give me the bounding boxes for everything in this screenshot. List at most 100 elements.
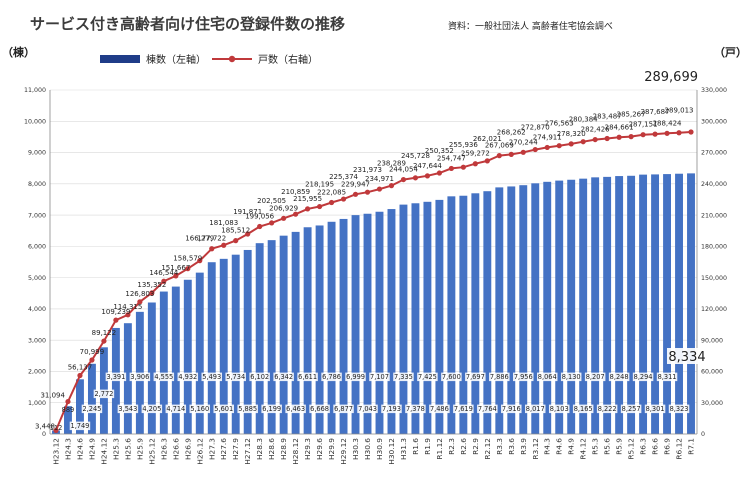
line-value-label: 56,137 (68, 363, 93, 371)
bar-label-bg (560, 372, 582, 382)
x-tick-label: H28.3 (255, 438, 264, 460)
right-axis-tick-label: 60,000 (701, 369, 723, 376)
bar-value-label: 6,102 (250, 373, 269, 381)
bar (159, 291, 168, 434)
line-point (233, 238, 239, 244)
line-value-label: 278,320 (557, 130, 586, 138)
bar-label-bg (213, 404, 234, 414)
x-tick-label: R4.12 (579, 438, 588, 460)
bar-label-bg (536, 372, 558, 382)
line-point (257, 223, 263, 230)
bar-label-bg (309, 404, 330, 414)
line-value-label: 280,384 (569, 116, 598, 124)
line-point (316, 203, 323, 210)
bar-label-bg (177, 372, 199, 382)
bar (75, 379, 84, 434)
line-point (65, 398, 71, 405)
x-tick-label: R3.9 (519, 438, 528, 455)
bar-label-bg (453, 404, 474, 414)
right-axis-tick-label: 0 (701, 431, 705, 438)
x-tick-label: R6.9 (663, 438, 672, 455)
bar (219, 258, 228, 434)
bar (231, 254, 240, 434)
left-axis-tick-label: 6,000 (28, 244, 46, 251)
bar-label-bg (393, 372, 414, 382)
bar-label-bg (201, 372, 222, 382)
bar-label-bg (525, 404, 546, 414)
bar-value-label: 8,207 (586, 373, 605, 381)
line-value-label: 210,859 (281, 188, 310, 196)
bar-value-label: 5,160 (190, 405, 209, 413)
line-point (245, 231, 251, 237)
bar-last-value-label: 8,334 (668, 350, 705, 365)
bar (531, 183, 540, 434)
left-axis-tick-label: 0 (42, 431, 46, 438)
left-axis-tick-label: 7,000 (28, 212, 46, 219)
bar (387, 209, 396, 434)
line-value-label: 283,487 (593, 112, 622, 120)
x-tick-label: R3.12 (531, 438, 540, 460)
bar-label-bg (333, 404, 354, 414)
bar (543, 181, 552, 434)
line-value-label: 31,094 (40, 392, 65, 400)
line-point (376, 186, 383, 192)
line-value-label: 244,054 (389, 166, 418, 174)
line-point (197, 258, 203, 264)
last-value-highlights: 8,334 289,699 (644, 70, 705, 365)
bar-label-bg (129, 372, 151, 382)
bar-value-label: 7,600 (442, 373, 461, 381)
right-axis-tick-label: 300,000 (701, 118, 727, 125)
bar-value-label: 7,886 (490, 373, 509, 381)
x-tick-label: H28.9 (279, 438, 288, 460)
bar (411, 203, 420, 434)
line-value-label: 89,122 (92, 329, 117, 337)
line-point (424, 173, 431, 179)
line-last-value-label: 289,699 (644, 70, 698, 85)
line-value-label: 158,579 (173, 255, 202, 263)
left-axis-tick-label: 8,000 (28, 181, 46, 188)
line-value-label: 254,747 (437, 154, 466, 162)
right-axis-unit: （戸） (714, 46, 747, 59)
line-point (281, 215, 287, 221)
left-axis-tick-label: 9,000 (28, 150, 46, 157)
line-point (448, 165, 454, 172)
line-value-label: 185,512 (221, 227, 250, 235)
bar-label-bg (668, 404, 690, 414)
bar-value-label: 8,130 (562, 373, 581, 381)
line-value-label: 126,803 (125, 290, 154, 298)
x-tick-label: H24.3 (63, 438, 72, 460)
bar-label-bg (596, 404, 618, 414)
line-value-label: 151,667 (161, 264, 190, 272)
bar (339, 218, 348, 434)
bar-label-bg (441, 372, 462, 382)
line-value-label: 274,911 (533, 133, 562, 141)
bar-value-label: 7,193 (382, 405, 401, 413)
bar-value-label: 4,205 (142, 405, 161, 413)
line-value-label: 222,085 (317, 188, 346, 196)
line-point (592, 136, 598, 143)
bar (507, 186, 516, 434)
x-tick-label: R4.6 (555, 438, 564, 455)
bar-value-label: 8,222 (598, 405, 617, 413)
line-point (544, 144, 550, 151)
x-tick-label: H29.9 (327, 438, 336, 460)
bar (495, 187, 504, 434)
bar (555, 180, 564, 434)
bar (471, 193, 480, 434)
left-axis-tick-label: 11,000 (24, 87, 46, 94)
line-value-label: 231,973 (353, 166, 382, 174)
bar-value-label: 4,714 (166, 405, 185, 413)
left-axis-tick-label: 10,000 (24, 118, 46, 125)
x-tick-label: H24.6 (75, 438, 84, 460)
line-point (520, 149, 526, 155)
line-point (113, 317, 119, 323)
line-value-label: 259,272 (461, 150, 490, 158)
line-point (149, 290, 155, 296)
bar-value-label: 7,425 (418, 373, 437, 381)
line-point (436, 170, 442, 176)
line-value-label: 268,262 (497, 128, 526, 136)
x-tick-label: H26.6 (171, 438, 180, 460)
line-point (77, 372, 83, 379)
bar (603, 176, 612, 434)
line-value-label: 288,424 (653, 119, 682, 127)
